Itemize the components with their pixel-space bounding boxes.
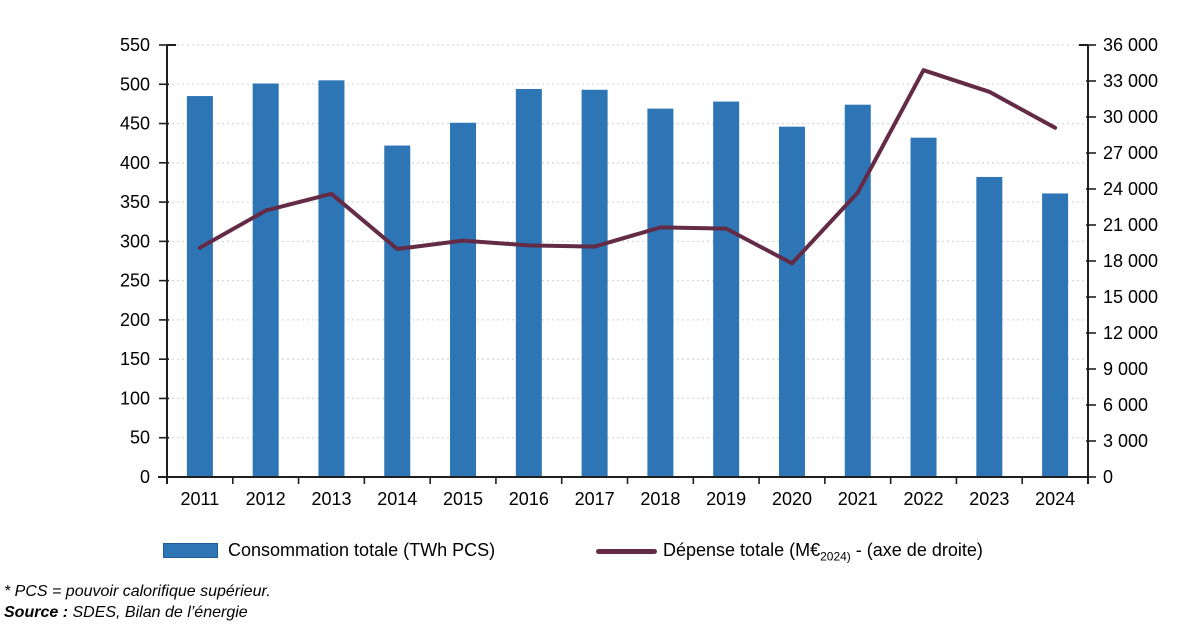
left-axis-tick-label: 100 bbox=[120, 388, 150, 408]
x-axis-category-label: 2011 bbox=[181, 489, 220, 509]
footnote-source-label: Source : bbox=[4, 603, 69, 621]
right-axis-tick-label: 33 000 bbox=[1103, 71, 1158, 91]
bar-2016 bbox=[515, 88, 542, 478]
left-axis-tick-label: 300 bbox=[120, 231, 150, 251]
footnote-pcs: * PCS = pouvoir calorifique supérieur. bbox=[4, 583, 271, 600]
left-axis-tick-label: 0 bbox=[140, 467, 150, 487]
right-axis-tick-label: 27 000 bbox=[1103, 143, 1158, 163]
x-axis-category-label: 2012 bbox=[246, 489, 286, 509]
bar-2019 bbox=[713, 101, 740, 477]
right-axis-tick-label: 6 000 bbox=[1103, 395, 1148, 415]
x-axis-category-label: 2024 bbox=[1035, 489, 1075, 509]
legend-label-depense: Dépense totale (M€2024) - (axe de droite… bbox=[663, 540, 983, 564]
x-axis-category-label: 2020 bbox=[772, 489, 812, 509]
x-axis-category-label: 2014 bbox=[377, 489, 417, 509]
right-axis-tick-label: 18 000 bbox=[1103, 251, 1158, 271]
legend-item-consommation: Consommation totale (TWh PCS) bbox=[163, 540, 495, 561]
footnotes: * PCS = pouvoir calorifique supérieur. S… bbox=[4, 582, 271, 624]
x-axis-category-label: 2017 bbox=[575, 489, 615, 509]
x-axis-category-label: 2013 bbox=[311, 489, 351, 509]
right-axis-tick-label: 24 000 bbox=[1103, 179, 1158, 199]
bar-series-swatch bbox=[163, 543, 218, 558]
right-axis-tick-label: 30 000 bbox=[1103, 107, 1158, 127]
footnote-source: Source : SDES, Bilan de l’énergie bbox=[4, 603, 271, 624]
left-axis-tick-label: 200 bbox=[120, 310, 150, 330]
right-axis-tick-label: 15 000 bbox=[1103, 287, 1158, 307]
x-axis-category-label: 2022 bbox=[904, 489, 944, 509]
bar-2023 bbox=[976, 176, 1003, 477]
legend-label-depense-subscript: 2024) bbox=[820, 549, 851, 564]
legend-item-depense: Dépense totale (M€2024) - (axe de droite… bbox=[596, 540, 983, 564]
left-axis-tick-label: 400 bbox=[120, 153, 150, 173]
left-axis-tick-label: 250 bbox=[120, 271, 150, 291]
legend: Consommation totale (TWh PCS) Dépense to… bbox=[0, 538, 1193, 564]
line-series-swatch bbox=[596, 549, 657, 555]
right-axis-tick-label: 0 bbox=[1103, 467, 1113, 487]
right-axis-tick-label: 21 000 bbox=[1103, 215, 1158, 235]
x-axis-category-label: 2018 bbox=[640, 489, 680, 509]
footnote-source-text: SDES, Bilan de l’énergie bbox=[68, 603, 248, 621]
x-axis-category-label: 2019 bbox=[706, 489, 746, 509]
bar-2015 bbox=[450, 122, 477, 477]
line-series bbox=[197, 68, 1058, 266]
left-axis-tick-label: 500 bbox=[120, 74, 150, 94]
bar-2021 bbox=[844, 104, 871, 477]
x-axis-category-label: 2015 bbox=[443, 489, 483, 509]
legend-label-consommation: Consommation totale (TWh PCS) bbox=[228, 540, 496, 560]
right-axis-tick-label: 12 000 bbox=[1103, 323, 1158, 343]
bar-2012 bbox=[252, 83, 279, 477]
x-axis-category-label: 2021 bbox=[838, 489, 878, 509]
left-axis-tick-label: 450 bbox=[120, 114, 150, 134]
bar-2020 bbox=[778, 126, 805, 478]
left-axis-tick-label: 150 bbox=[120, 349, 150, 369]
combo-chart: 0 50 100 150 200 250 300 350 400 450 500 550 0 3 000 6… bbox=[120, 35, 1158, 509]
bar-2017 bbox=[581, 89, 608, 478]
right-axis-tick-label: 3 000 bbox=[1103, 431, 1148, 451]
right-axis-tick-label: 36 000 bbox=[1103, 35, 1158, 55]
bar-2013 bbox=[318, 80, 345, 477]
bar-2014 bbox=[384, 145, 411, 477]
bar-2024 bbox=[1042, 193, 1069, 477]
left-axis-tick-label: 550 bbox=[120, 35, 150, 55]
x-axis-category-label: 2023 bbox=[969, 489, 1009, 509]
bar-2018 bbox=[647, 108, 674, 477]
legend-label-depense-prefix: Dépense totale (M€ bbox=[663, 540, 821, 560]
bar-2011 bbox=[186, 96, 213, 478]
left-axis-tick-label: 50 bbox=[130, 428, 150, 448]
bar-2022 bbox=[910, 137, 937, 477]
legend-label-depense-suffix: - (axe de droite) bbox=[850, 540, 983, 560]
right-axis-tick-label: 9 000 bbox=[1103, 359, 1148, 379]
x-axis-category-label: 2016 bbox=[509, 489, 549, 509]
left-axis-tick-label: 350 bbox=[120, 192, 150, 212]
